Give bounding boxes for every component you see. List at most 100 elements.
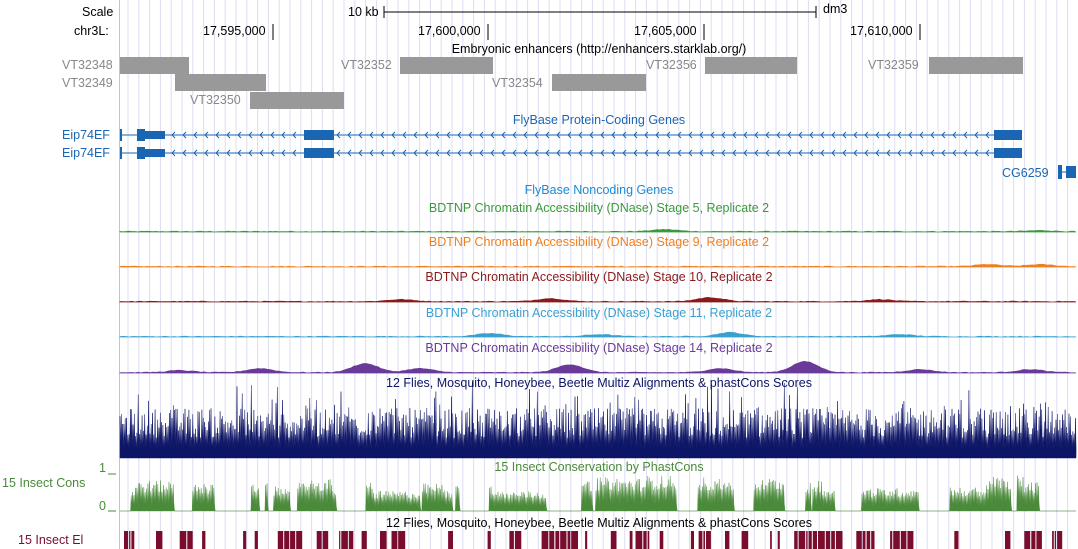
strand-arrow <box>545 131 550 139</box>
cons-element <box>1036 531 1042 549</box>
enhancer-label-vt32359[interactable]: VT32359 <box>868 58 919 72</box>
cons-element <box>900 531 907 549</box>
strand-arrow <box>644 131 649 139</box>
enhancer-label-vt32352[interactable]: VT32352 <box>341 58 392 72</box>
strand-arrow <box>193 131 198 139</box>
strand-arrow <box>281 149 286 157</box>
strand-arrow <box>556 149 561 157</box>
cons-element <box>487 531 491 549</box>
strand-arrow <box>644 149 649 157</box>
enhancer-box-vt32350[interactable] <box>250 92 344 109</box>
gene-label-eip74ef-2[interactable]: Eip74EF <box>62 146 110 160</box>
cons-element <box>541 531 549 549</box>
gene-label-eip74ef-1[interactable]: Eip74EF <box>62 128 110 142</box>
strand-arrow <box>248 131 253 139</box>
cons-element <box>254 531 258 549</box>
enhancer-box-vt32356[interactable] <box>705 57 797 74</box>
strand-arrow <box>589 131 594 139</box>
strand-arrow <box>611 131 616 139</box>
cons-element <box>835 531 843 549</box>
dnase-stage11-title: BDTNP Chromatin Accessibility (DNase) St… <box>425 306 773 320</box>
strand-arrow <box>655 131 660 139</box>
cons-element <box>706 531 711 549</box>
strand-arrow <box>226 149 231 157</box>
cons-element <box>647 531 650 549</box>
cons-element <box>808 531 812 549</box>
enhancer-label-vt32354[interactable]: VT32354 <box>492 76 543 90</box>
gene-exon <box>994 148 1022 158</box>
strand-arrow <box>435 131 440 139</box>
cons-element <box>179 531 187 549</box>
gene-exon <box>145 149 165 157</box>
strand-arrow <box>424 131 429 139</box>
cons-element <box>124 531 129 549</box>
strand-arrow <box>413 131 418 139</box>
dnase-signal-1 <box>119 228 1077 233</box>
enhancer-label-vt32350[interactable]: VT32350 <box>190 93 241 107</box>
strand-arrow <box>270 149 275 157</box>
strand-arrow <box>534 149 539 157</box>
cons-element <box>659 531 664 549</box>
cons-element <box>549 531 555 549</box>
cons-element <box>1005 531 1011 549</box>
cons-element <box>1052 531 1054 549</box>
enhancer-box-vt32348[interactable] <box>120 57 189 74</box>
enhancer-box-vt32359[interactable] <box>929 57 1023 74</box>
cons-element <box>202 531 206 549</box>
strand-arrow <box>820 131 825 139</box>
cons-side-label[interactable]: 15 Insect Cons <box>2 476 86 490</box>
enhancer-track-title: Embryonic enhancers (http://enhancers.st… <box>451 42 747 56</box>
cons-element <box>1024 531 1031 549</box>
dnase-stage5-title: BDTNP Chromatin Accessibility (DNase) St… <box>428 201 770 215</box>
dnase-stage9-title: BDTNP Chromatin Accessibility (DNase) St… <box>428 235 770 249</box>
enhancer-label-vt32348[interactable]: VT32348 <box>62 58 113 72</box>
strand-arrow <box>369 131 374 139</box>
enhancer-track[interactable] <box>120 57 1023 109</box>
gene-model-cg6259 <box>1058 165 1076 179</box>
gene-label-cg6259[interactable]: CG6259 <box>1002 166 1049 180</box>
strand-arrow <box>204 149 209 157</box>
strand-arrow <box>875 131 880 139</box>
strand-arrow <box>512 131 517 139</box>
strand-arrow <box>600 149 605 157</box>
cons-element <box>290 531 296 549</box>
strand-arrow <box>952 131 957 139</box>
gene-track[interactable] <box>120 129 1076 179</box>
cons-element <box>741 531 749 549</box>
cons-element <box>296 531 303 549</box>
gene-exon <box>1066 166 1076 178</box>
strand-arrow <box>985 131 990 139</box>
strand-arrow <box>798 149 803 157</box>
cons-element <box>361 531 367 549</box>
strand-arrow <box>897 131 902 139</box>
strand-arrow <box>501 149 506 157</box>
strand-arrow <box>776 149 781 157</box>
strand-arrow <box>171 131 176 139</box>
gene-model-eip74ef-2 <box>120 147 1022 159</box>
strand-arrow <box>358 149 363 157</box>
strand-arrow <box>809 149 814 157</box>
strand-arrow <box>721 131 726 139</box>
enhancer-box-vt32349[interactable] <box>175 74 266 91</box>
noncoding-track-title: FlyBase Noncoding Genes <box>524 183 674 197</box>
strand-arrow <box>886 131 891 139</box>
scale-label: Scale <box>82 5 114 19</box>
strand-arrow <box>963 131 968 139</box>
dnase-signal-3 <box>119 296 1077 303</box>
cons-element <box>806 531 808 549</box>
enhancer-box-vt32354[interactable] <box>552 74 646 91</box>
enhancer-label-vt32349[interactable]: VT32349 <box>62 76 113 90</box>
enhancer-label-vt32356[interactable]: VT32356 <box>646 58 697 72</box>
strand-arrow <box>842 149 847 157</box>
strand-arrow <box>259 149 264 157</box>
strand-arrow <box>765 149 770 157</box>
enhancer-box-vt32352[interactable] <box>400 57 493 74</box>
strand-arrow <box>919 149 924 157</box>
elements-side-label[interactable]: 15 Insect El <box>18 533 84 547</box>
strand-arrow <box>666 149 671 157</box>
strand-arrow <box>633 131 638 139</box>
gene-track-title: FlyBase Protein-Coding Genes <box>512 113 686 127</box>
strand-arrow <box>391 149 396 157</box>
